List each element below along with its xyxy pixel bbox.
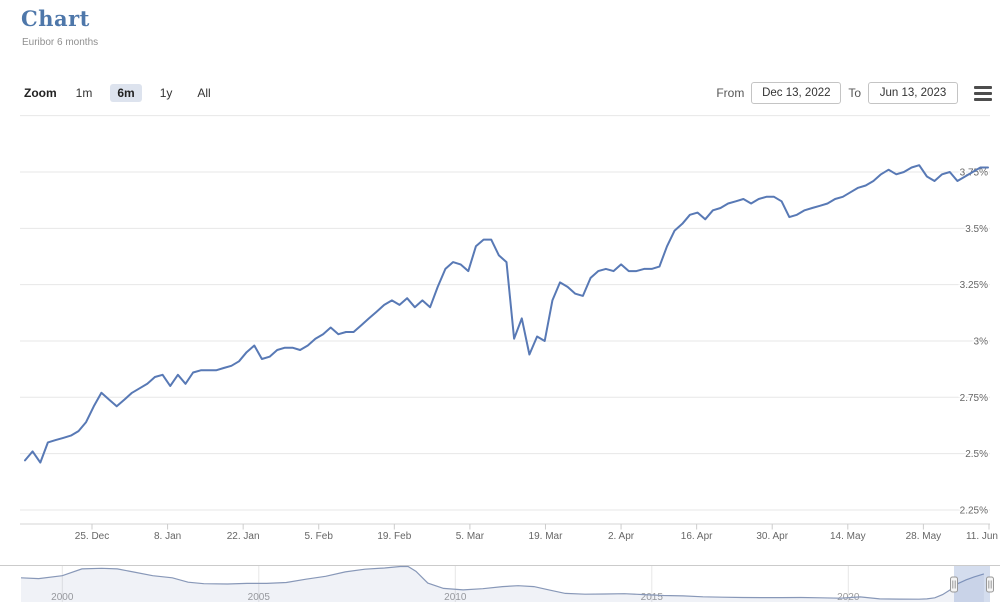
svg-text:2000: 2000 <box>51 592 74 602</box>
from-label: From <box>716 86 745 100</box>
svg-text:19. Feb: 19. Feb <box>377 531 411 542</box>
y-gridlines <box>20 115 990 511</box>
range-button-1m[interactable]: 1m <box>75 86 93 100</box>
zoom-label: Zoom <box>24 86 57 100</box>
svg-text:22. Jan: 22. Jan <box>227 531 260 542</box>
svg-text:3.25%: 3.25% <box>960 280 988 291</box>
x-axis: 25. Dec 8. Jan 22. Jan 5. Feb 19. Feb 5. Mar 1… <box>20 523 998 542</box>
svg-text:14. May: 14. May <box>830 531 866 542</box>
svg-text:2010: 2010 <box>444 592 467 602</box>
range-button-all[interactable]: All <box>197 86 211 100</box>
svg-text:2020: 2020 <box>837 592 860 602</box>
svg-text:25. Dec: 25. Dec <box>75 531 109 542</box>
navigator-handle-left[interactable] <box>950 576 958 593</box>
svg-text:5. Mar: 5. Mar <box>456 531 485 542</box>
navigator-group: 2000 2005 2010 2015 2020 <box>0 565 1000 602</box>
svg-text:19. Mar: 19. Mar <box>529 531 564 542</box>
from-date-input[interactable] <box>751 82 842 104</box>
plot-area[interactable] <box>20 115 990 524</box>
navigator[interactable] <box>0 566 1000 602</box>
hamburger-icon[interactable] <box>974 85 992 101</box>
svg-text:2. Apr: 2. Apr <box>608 531 635 542</box>
svg-text:3.5%: 3.5% <box>965 224 988 235</box>
svg-text:28. May: 28. May <box>906 531 942 542</box>
svg-text:30. Apr: 30. Apr <box>756 531 788 542</box>
svg-text:5. Feb: 5. Feb <box>305 531 334 542</box>
chart-title: Chart <box>21 6 90 31</box>
svg-text:2015: 2015 <box>641 592 664 602</box>
range-button-6m[interactable]: 6m <box>110 84 142 102</box>
chart-subtitle: Euribor 6 months <box>22 37 99 48</box>
svg-text:2.5%: 2.5% <box>965 449 988 460</box>
navigator-handle-right[interactable] <box>986 576 994 593</box>
navigator-selected-mask[interactable] <box>954 566 990 602</box>
series-line-euribor-6m <box>24 164 989 464</box>
date-range-controls: From To <box>716 82 992 104</box>
range-selector: Zoom 1m 6m 1y All <box>24 84 218 102</box>
svg-text:11. Jun: 11. Jun <box>966 531 998 542</box>
svg-text:16. Apr: 16. Apr <box>681 531 713 542</box>
svg-text:3%: 3% <box>974 336 989 347</box>
svg-text:2.75%: 2.75% <box>960 393 988 404</box>
svg-text:2005: 2005 <box>248 592 271 602</box>
to-label: To <box>848 86 861 100</box>
svg-text:8. Jan: 8. Jan <box>154 531 181 542</box>
navigator-series-line <box>20 565 985 600</box>
y-axis-labels: 2.25%2.5%2.75%3%3.25%3.5%3.75% <box>958 166 989 518</box>
to-date-input[interactable] <box>868 82 958 104</box>
range-buttons: 1m 6m 1y All <box>69 84 218 102</box>
svg-text:2.25%: 2.25% <box>960 505 988 516</box>
range-button-1y[interactable]: 1y <box>159 86 173 100</box>
